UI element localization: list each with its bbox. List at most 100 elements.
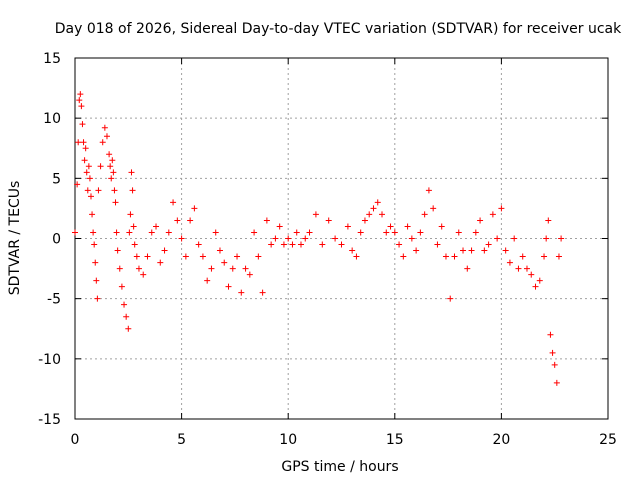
y-axis-label: SDTVAR / TECUs	[7, 181, 23, 296]
data-point	[90, 229, 97, 236]
data-point	[555, 253, 562, 260]
data-point	[212, 229, 219, 236]
data-point	[126, 229, 133, 236]
data-point	[408, 235, 415, 242]
data-point	[174, 217, 181, 224]
data-point	[344, 223, 351, 230]
data-point	[438, 223, 445, 230]
data-point	[133, 253, 140, 260]
data-point	[255, 253, 262, 260]
data-point	[472, 229, 479, 236]
data-point	[91, 241, 98, 248]
data-point	[114, 247, 121, 254]
data-point	[494, 235, 501, 242]
data-point	[553, 379, 560, 386]
data-point	[78, 103, 85, 110]
data-point	[366, 211, 373, 218]
data-point	[297, 241, 304, 248]
data-point	[263, 217, 270, 224]
data-point	[148, 229, 155, 236]
data-point	[430, 205, 437, 212]
data-point	[103, 133, 110, 140]
data-point	[543, 235, 550, 242]
data-point	[349, 247, 356, 254]
data-point	[485, 241, 492, 248]
x-tick-label: 15	[386, 432, 404, 448]
data-point	[216, 247, 223, 254]
tick-layer: 0 5 10 15 20 25 -15 -10 -5 0 5 10 15	[38, 51, 617, 448]
data-point	[306, 229, 313, 236]
data-point	[225, 283, 232, 290]
data-point	[86, 175, 93, 182]
data-point	[127, 211, 134, 218]
data-point	[95, 187, 102, 194]
data-point	[99, 139, 106, 146]
data-point	[110, 169, 117, 176]
x-tick-label: 20	[492, 432, 510, 448]
data-point	[92, 259, 99, 266]
data-point	[94, 295, 101, 302]
data-point	[130, 223, 137, 230]
data-point	[523, 265, 530, 272]
data-point	[332, 235, 339, 242]
data-point	[549, 349, 556, 356]
x-tick-label: 25	[599, 432, 617, 448]
data-point	[242, 265, 249, 272]
x-tick-label: 10	[279, 432, 297, 448]
data-point	[191, 205, 198, 212]
data-point	[106, 151, 113, 158]
data-point	[425, 187, 432, 194]
data-point	[268, 241, 275, 248]
data-point	[272, 235, 279, 242]
data-point	[234, 253, 241, 260]
data-point	[208, 265, 215, 272]
data-point	[515, 265, 522, 272]
data-point	[519, 253, 526, 260]
data-point	[87, 193, 94, 200]
data-point	[325, 217, 332, 224]
data-point	[116, 265, 123, 272]
data-point	[76, 97, 83, 104]
data-point	[400, 253, 407, 260]
data-point	[118, 283, 125, 290]
data-point	[276, 223, 283, 230]
data-point	[246, 271, 253, 278]
data-point	[547, 331, 554, 338]
data-point	[80, 139, 87, 146]
data-point	[442, 253, 449, 260]
data-point	[153, 223, 160, 230]
data-point	[187, 217, 194, 224]
x-tick-label: 5	[177, 432, 186, 448]
data-point	[129, 187, 136, 194]
data-point	[489, 211, 496, 218]
data-point	[541, 253, 548, 260]
data-point	[551, 361, 558, 368]
data-point	[238, 289, 245, 296]
data-point	[357, 229, 364, 236]
data-point	[455, 229, 462, 236]
data-point	[229, 265, 236, 272]
data-point	[468, 247, 475, 254]
data-point	[374, 199, 381, 206]
data-point	[421, 211, 428, 218]
data-point	[170, 199, 177, 206]
data-point	[121, 301, 128, 308]
data-point	[391, 229, 398, 236]
y-tick-label: 10	[43, 111, 61, 127]
data-point	[338, 241, 345, 248]
data-point	[131, 241, 138, 248]
data-point	[85, 163, 92, 170]
data-point	[312, 211, 319, 218]
data-point	[221, 259, 228, 266]
data-point	[280, 241, 287, 248]
data-point	[113, 229, 120, 236]
y-tick-label: 0	[52, 232, 61, 248]
data-point	[182, 253, 189, 260]
data-point	[83, 169, 90, 176]
y-tick-label: -5	[47, 292, 61, 308]
data-point	[536, 277, 543, 284]
data-point	[387, 223, 394, 230]
data-point	[97, 163, 104, 170]
